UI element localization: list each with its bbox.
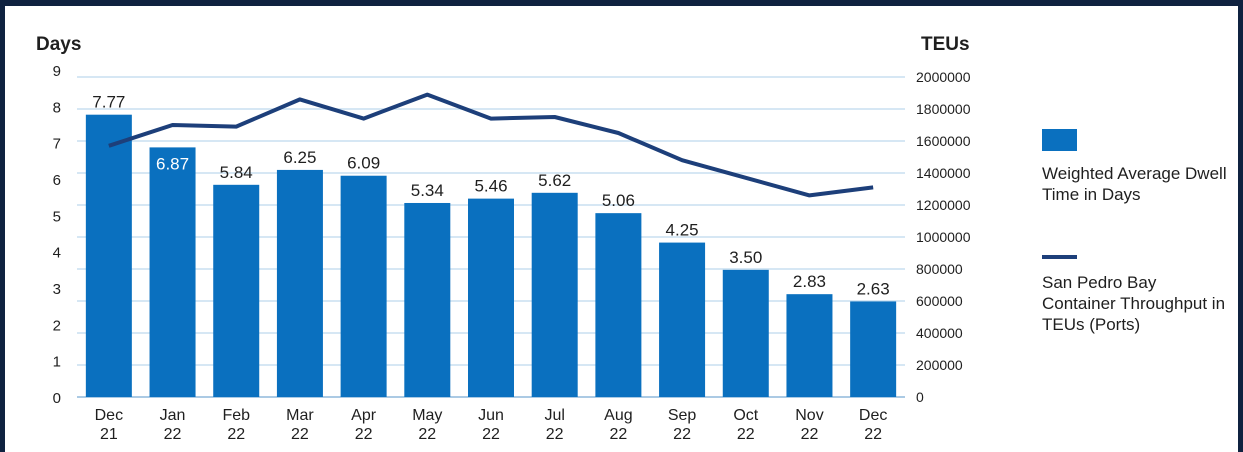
left-tick-label: 0 [53,390,61,407]
right-tick-label: 400000 [916,325,963,341]
bar-data-label: 5.62 [538,171,571,190]
bar-data-label: 2.63 [857,279,890,298]
chart-svg: Days TEUs 0 1 2 3 4 5 6 7 8 9 0 200000 400000 600000 800… [36,34,971,443]
x-tick-label: Dec 21 [95,407,123,443]
legend-bar-entry: Weighted Average Dwell Time in Days [1042,129,1232,205]
bar [850,301,897,397]
bar-data-label: 2.83 [793,272,826,291]
right-axis-title: TEUs [921,34,970,55]
x-tick-label: May 22 [412,407,442,443]
right-tick-label: 800000 [916,261,963,277]
left-tick-label: 7 [53,136,61,153]
left-tick-label: 2 [53,317,61,334]
legend-line-entry: San Pedro Bay Container Throughput in TE… [1042,255,1232,335]
right-tick-label: 1200000 [916,197,971,213]
legend-line-label: San Pedro Bay Container Throughput in TE… [1042,273,1226,334]
bar [404,202,451,397]
bar [276,169,323,397]
x-tick-label: Jul 22 [544,407,564,443]
x-tick-label: Jun 22 [478,407,504,443]
bar-data-label: 5.06 [602,191,635,210]
right-tick-label: 600000 [916,293,963,309]
bar-data-label: 6.25 [283,148,316,167]
bar-data-label: 6.09 [347,154,380,173]
x-tick-label: Jan 22 [160,407,186,443]
left-tick-label: 3 [53,281,61,298]
bar-data-label: 5.46 [474,177,507,196]
bar [722,269,769,397]
x-tick-label: Aug 22 [604,407,632,443]
bar-data-label: 6.87 [156,154,189,173]
right-tick-label: 1600000 [916,133,971,149]
right-tick-label: 1800000 [916,101,971,117]
legend-bar-label: Weighted Average Dwell Time in Days [1042,164,1227,204]
bar-data-label: 5.34 [411,181,444,200]
left-tick-label: 9 [53,63,61,80]
bar-data-label: 5.84 [220,163,253,182]
left-tick-label: 5 [53,208,61,225]
x-tick-label: Apr 22 [351,407,377,443]
right-tick-label: 200000 [916,357,963,373]
right-tick-label: 2000000 [916,69,971,85]
x-tick-label: Oct 22 [733,407,758,443]
legend-line-swatch [1042,255,1077,259]
right-tick-label: 0 [916,389,924,405]
bar [786,294,833,397]
bar [85,114,132,397]
x-tick-label: Mar 22 [286,407,314,443]
bar [531,192,578,397]
x-tick-label: Nov 22 [795,407,823,443]
left-tick-label: 6 [53,172,61,189]
bar [213,184,260,397]
bar-data-label: 7.77 [92,93,125,112]
legend-bar-swatch [1042,129,1077,151]
x-tick-label: Sep 22 [668,407,697,443]
bar [340,175,387,397]
left-tick-label: 8 [53,99,61,116]
bar [468,198,514,397]
bar-data-label: 4.25 [666,221,699,240]
left-axis-title: Days [36,34,81,55]
right-tick-label: 1400000 [916,165,971,181]
right-tick-label: 1000000 [916,229,971,245]
x-tick-label: Feb 22 [222,407,250,443]
left-tick-label: 4 [53,245,61,262]
bar-data-label: 3.50 [729,248,762,267]
bar [149,147,196,397]
bar [659,242,706,397]
x-tick-label: Dec 22 [859,407,887,443]
bar [595,213,642,397]
left-tick-label: 1 [53,354,61,371]
